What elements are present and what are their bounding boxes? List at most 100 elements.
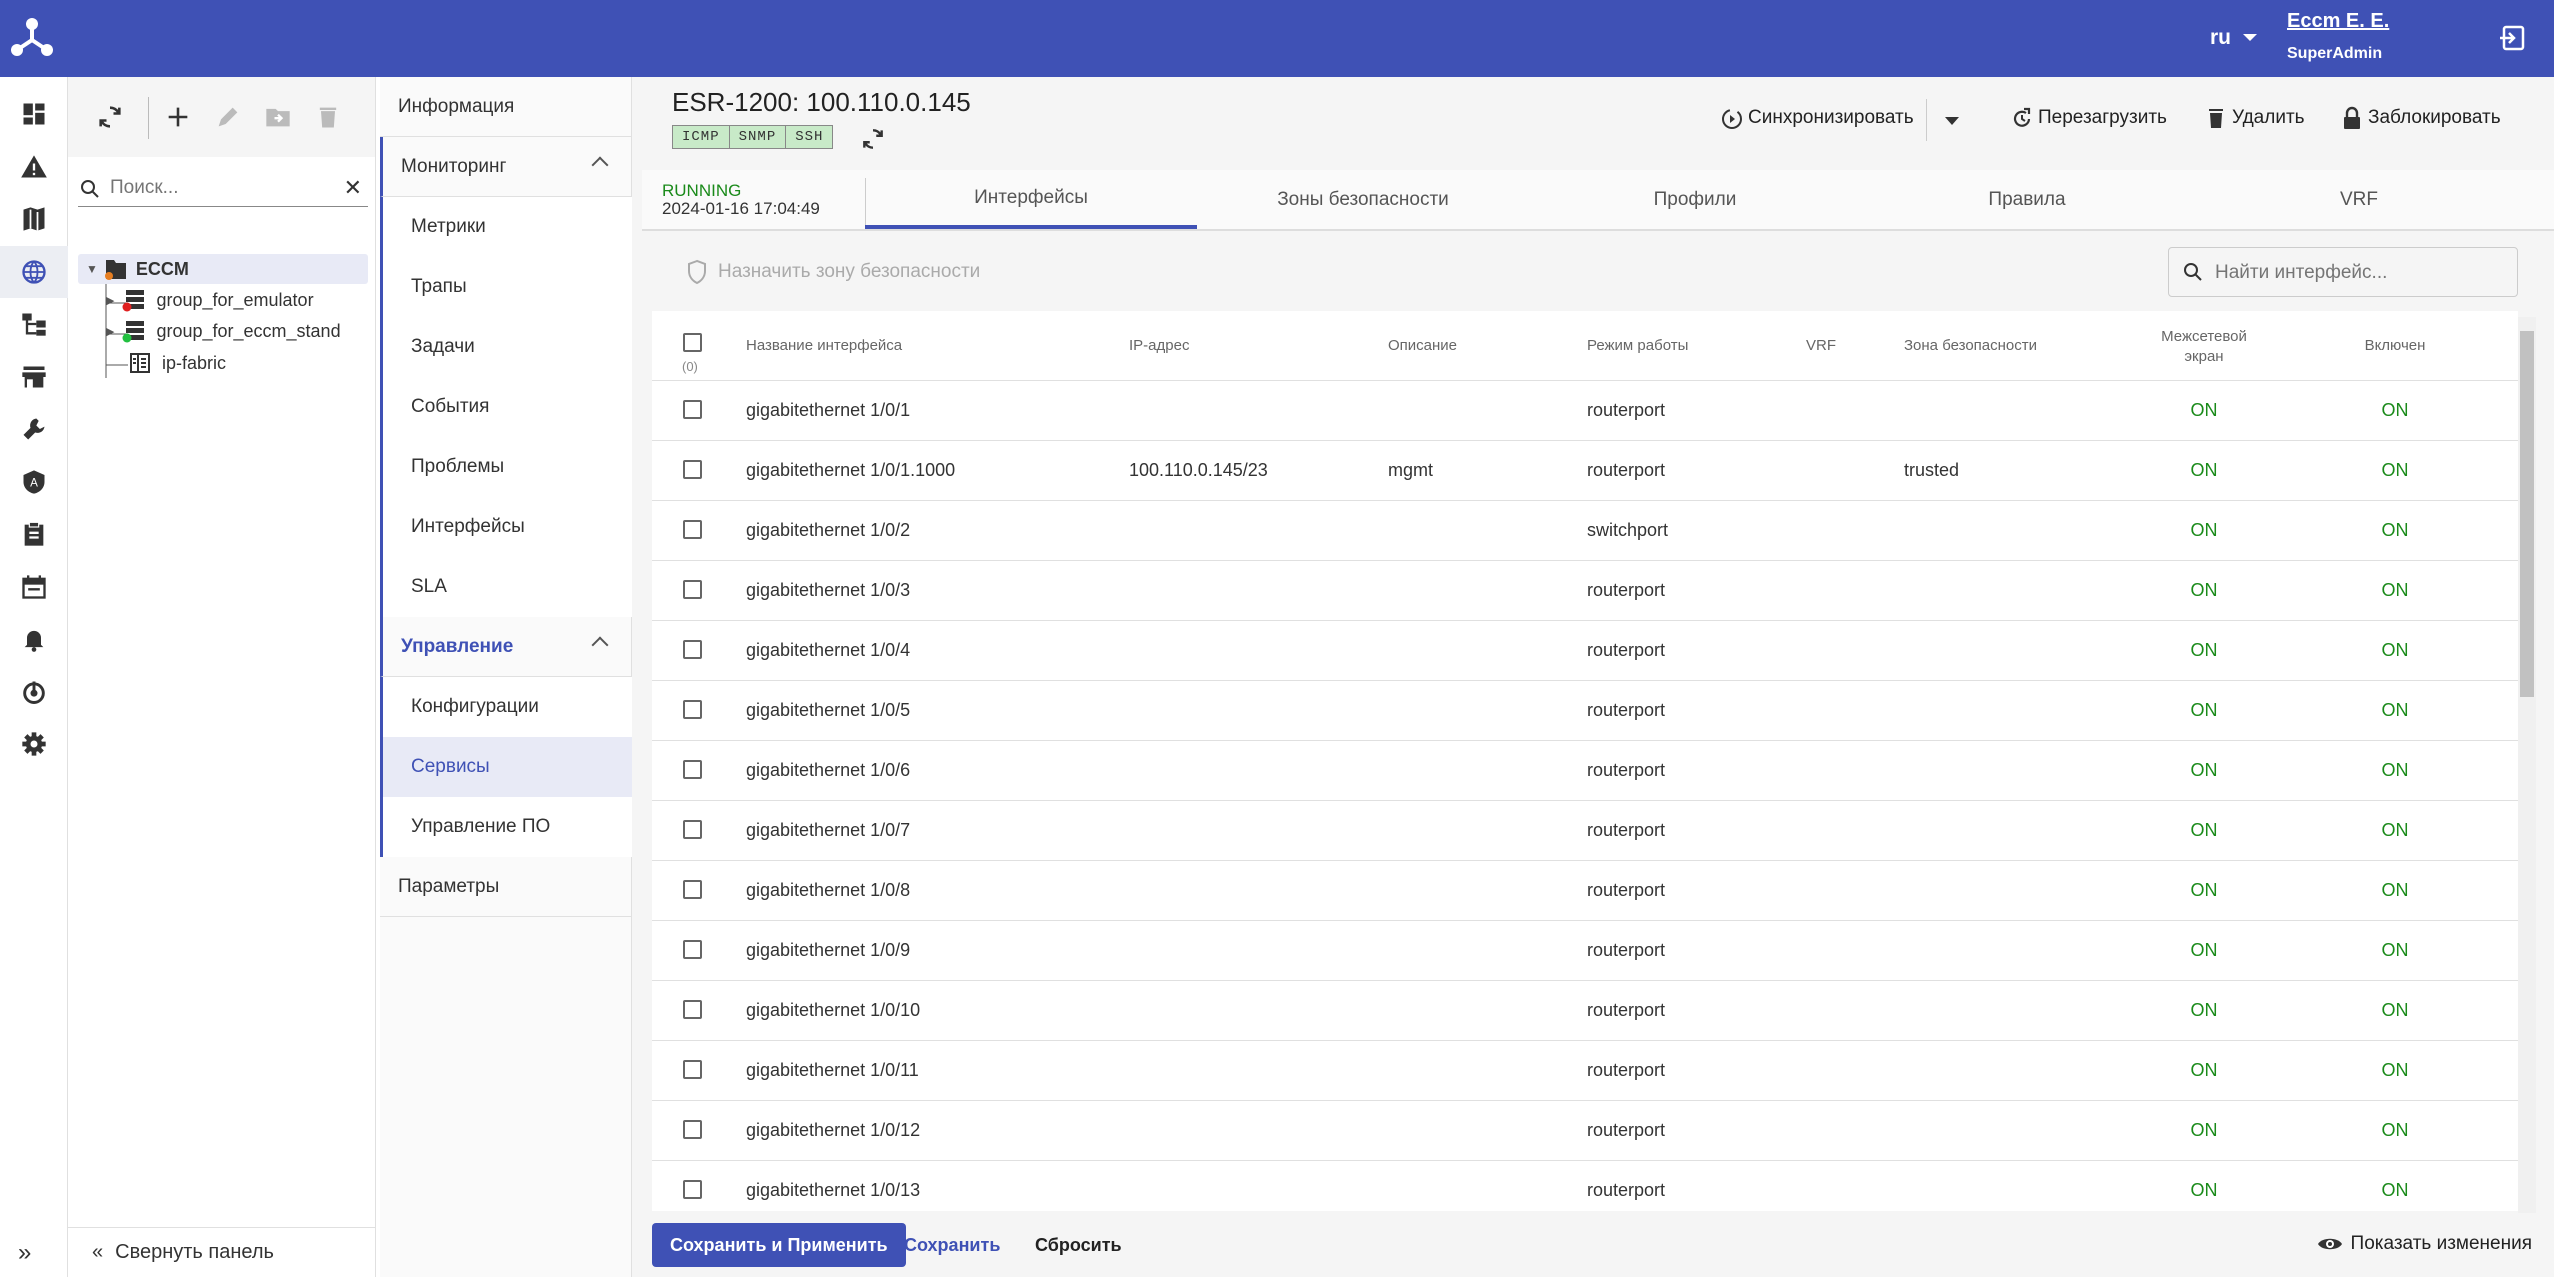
menu-item-monitoring-4[interactable]: Проблемы	[380, 437, 632, 497]
row-checkbox[interactable]	[683, 1000, 702, 1019]
menu-item-info[interactable]: Информация	[380, 77, 632, 137]
tab-1[interactable]: Зоны безопасности	[1277, 188, 1449, 210]
table-row[interactable]: gigabitethernet 1/0/7 routerport ON ON	[652, 801, 2518, 861]
tab-3[interactable]: Правила	[1988, 188, 2066, 210]
row-checkbox[interactable]	[683, 700, 702, 719]
tree-search[interactable]: ✕	[78, 173, 368, 207]
move-folder-icon[interactable]	[264, 103, 292, 131]
rail-store[interactable]	[0, 351, 68, 403]
menu-item-monitoring-6[interactable]: SLA	[380, 557, 632, 617]
tab-2[interactable]: Профили	[1653, 188, 1737, 210]
rail-wrench[interactable]	[0, 403, 68, 455]
rail-clipboard[interactable]	[0, 508, 68, 560]
rail-map[interactable]	[0, 193, 68, 245]
row-checkbox[interactable]	[683, 460, 702, 479]
select-all-checkbox[interactable]	[683, 333, 702, 352]
refresh-status-icon[interactable]	[860, 125, 886, 153]
row-checkbox[interactable]	[683, 400, 702, 419]
menu-item-management-0[interactable]: Конфигурации	[380, 677, 632, 737]
logo-icon[interactable]	[10, 16, 54, 60]
menu-group-monitoring[interactable]: Мониторинг	[380, 137, 632, 197]
rail-calendar[interactable]	[0, 561, 68, 613]
table-row[interactable]: gigabitethernet 1/0/9 routerport ON ON	[652, 921, 2518, 981]
rail-dashboard[interactable]	[0, 88, 68, 140]
menu-item-monitoring-3[interactable]: События	[380, 377, 632, 437]
chevron-up-icon[interactable]	[591, 636, 609, 654]
menu-item-params[interactable]: Параметры	[380, 857, 632, 917]
user-name-link[interactable]: Eccm E. E.	[2287, 10, 2390, 32]
table-row[interactable]: gigabitethernet 1/0/1 routerport ON ON	[652, 381, 2518, 441]
menu-item-monitoring-5[interactable]: Интерфейсы	[380, 497, 632, 557]
collapse-panel-button[interactable]: « Свернуть панель	[68, 1227, 376, 1277]
lock-button[interactable]: Заблокировать	[2340, 105, 2501, 131]
expand-icon[interactable]: »	[18, 1239, 32, 1266]
logout-icon[interactable]	[2498, 24, 2526, 52]
table-row[interactable]: gigabitethernet 1/0/11 routerport ON ON	[652, 1041, 2518, 1101]
add-icon[interactable]	[164, 103, 192, 131]
menu-item-monitoring-0[interactable]: Метрики	[380, 197, 632, 257]
scrollbar-thumb[interactable]	[2520, 331, 2534, 697]
table-row[interactable]: gigabitethernet 1/0/8 routerport ON ON	[652, 861, 2518, 921]
rail-topology[interactable]	[0, 298, 68, 350]
tree-node-group-for-eccm-stand[interactable]: ▶ group_for_eccm_stand	[106, 316, 341, 346]
rail-auto[interactable]: A	[0, 456, 68, 508]
reboot-button[interactable]: Перезагрузить	[2010, 105, 2167, 131]
menu-item-monitoring-1[interactable]: Трапы	[380, 257, 632, 317]
delete-device-button[interactable]: Удалить	[2204, 105, 2305, 131]
row-checkbox[interactable]	[683, 640, 702, 659]
row-checkbox[interactable]	[683, 760, 702, 779]
tree-node-group-for-emulator[interactable]: ▶ group_for_emulator	[106, 285, 314, 315]
row-checkbox[interactable]	[683, 580, 702, 599]
table-row[interactable]: gigabitethernet 1/0/2 switchport ON ON	[652, 501, 2518, 561]
sync-dropdown-icon[interactable]	[1945, 117, 1959, 125]
row-checkbox[interactable]	[683, 1180, 702, 1199]
edit-icon[interactable]	[214, 103, 242, 131]
refresh-icon[interactable]	[96, 103, 124, 131]
tree-search-input[interactable]	[110, 177, 330, 199]
table-row[interactable]: gigabitethernet 1/0/4 routerport ON ON	[652, 621, 2518, 681]
assign-zone-button[interactable]: Назначить зону безопасности	[686, 259, 980, 285]
expand-arrow-icon[interactable]: ▼	[86, 262, 98, 276]
menu-item-management-1[interactable]: Сервисы	[380, 737, 632, 797]
table-row[interactable]: gigabitethernet 1/0/5 routerport ON ON	[652, 681, 2518, 741]
expand-arrow-icon[interactable]: ▶	[106, 294, 115, 307]
rail-gear[interactable]	[0, 718, 68, 770]
delete-icon[interactable]	[314, 103, 342, 131]
table-scrollbar[interactable]	[2518, 317, 2536, 1213]
clear-icon[interactable]: ✕	[343, 175, 362, 200]
table-row[interactable]: gigabitethernet 1/0/13 routerport ON ON	[652, 1161, 2518, 1211]
tree-node-ip-fabric[interactable]: ip-fabric	[128, 348, 226, 378]
interface-search[interactable]	[2168, 247, 2518, 297]
save-apply-button[interactable]: Сохранить и Применить	[652, 1223, 906, 1267]
sync-button[interactable]: Синхронизировать	[1720, 105, 1914, 131]
menu-item-management-2[interactable]: Управление ПО	[380, 797, 632, 857]
rail-globe[interactable]	[0, 245, 68, 298]
row-checkbox[interactable]	[683, 1120, 702, 1139]
table-row[interactable]: gigabitethernet 1/0/3 routerport ON ON	[652, 561, 2518, 621]
rail-bell[interactable]	[0, 613, 68, 665]
table-row[interactable]: gigabitethernet 1/0/10 routerport ON ON	[652, 981, 2518, 1041]
row-checkbox[interactable]	[683, 520, 702, 539]
row-checkbox[interactable]	[683, 940, 702, 959]
expand-arrow-icon[interactable]: ▶	[106, 325, 115, 338]
chevron-up-icon[interactable]	[591, 156, 609, 174]
row-checkbox[interactable]	[683, 820, 702, 839]
menu-item-monitoring-2[interactable]: Задачи	[380, 317, 632, 377]
tab-0[interactable]: Интерфейсы	[865, 170, 1197, 229]
rail-power[interactable]	[0, 666, 68, 718]
table-row[interactable]: gigabitethernet 1/0/12 routerport ON ON	[652, 1101, 2518, 1161]
reset-button[interactable]: Сбросить	[1035, 1223, 1122, 1267]
show-changes-button[interactable]: Показать изменения	[2317, 1233, 2532, 1255]
tree-node-eccm[interactable]: ▼ ECCM	[78, 254, 368, 284]
table-row[interactable]: gigabitethernet 1/0/1.1000 100.110.0.145/…	[652, 441, 2518, 501]
save-button[interactable]: Сохранить	[904, 1223, 1000, 1267]
row-checkbox[interactable]	[683, 1060, 702, 1079]
table-row[interactable]: gigabitethernet 1/0/6 routerport ON ON	[652, 741, 2518, 801]
menu-group-management[interactable]: Управление	[380, 617, 632, 677]
language-select[interactable]: ru	[2210, 26, 2231, 49]
rail-warning[interactable]	[0, 141, 68, 193]
row-checkbox[interactable]	[683, 880, 702, 899]
caret-down-icon[interactable]	[2243, 34, 2257, 41]
tab-4[interactable]: VRF	[2340, 188, 2378, 210]
interface-search-input[interactable]	[2215, 262, 2505, 284]
